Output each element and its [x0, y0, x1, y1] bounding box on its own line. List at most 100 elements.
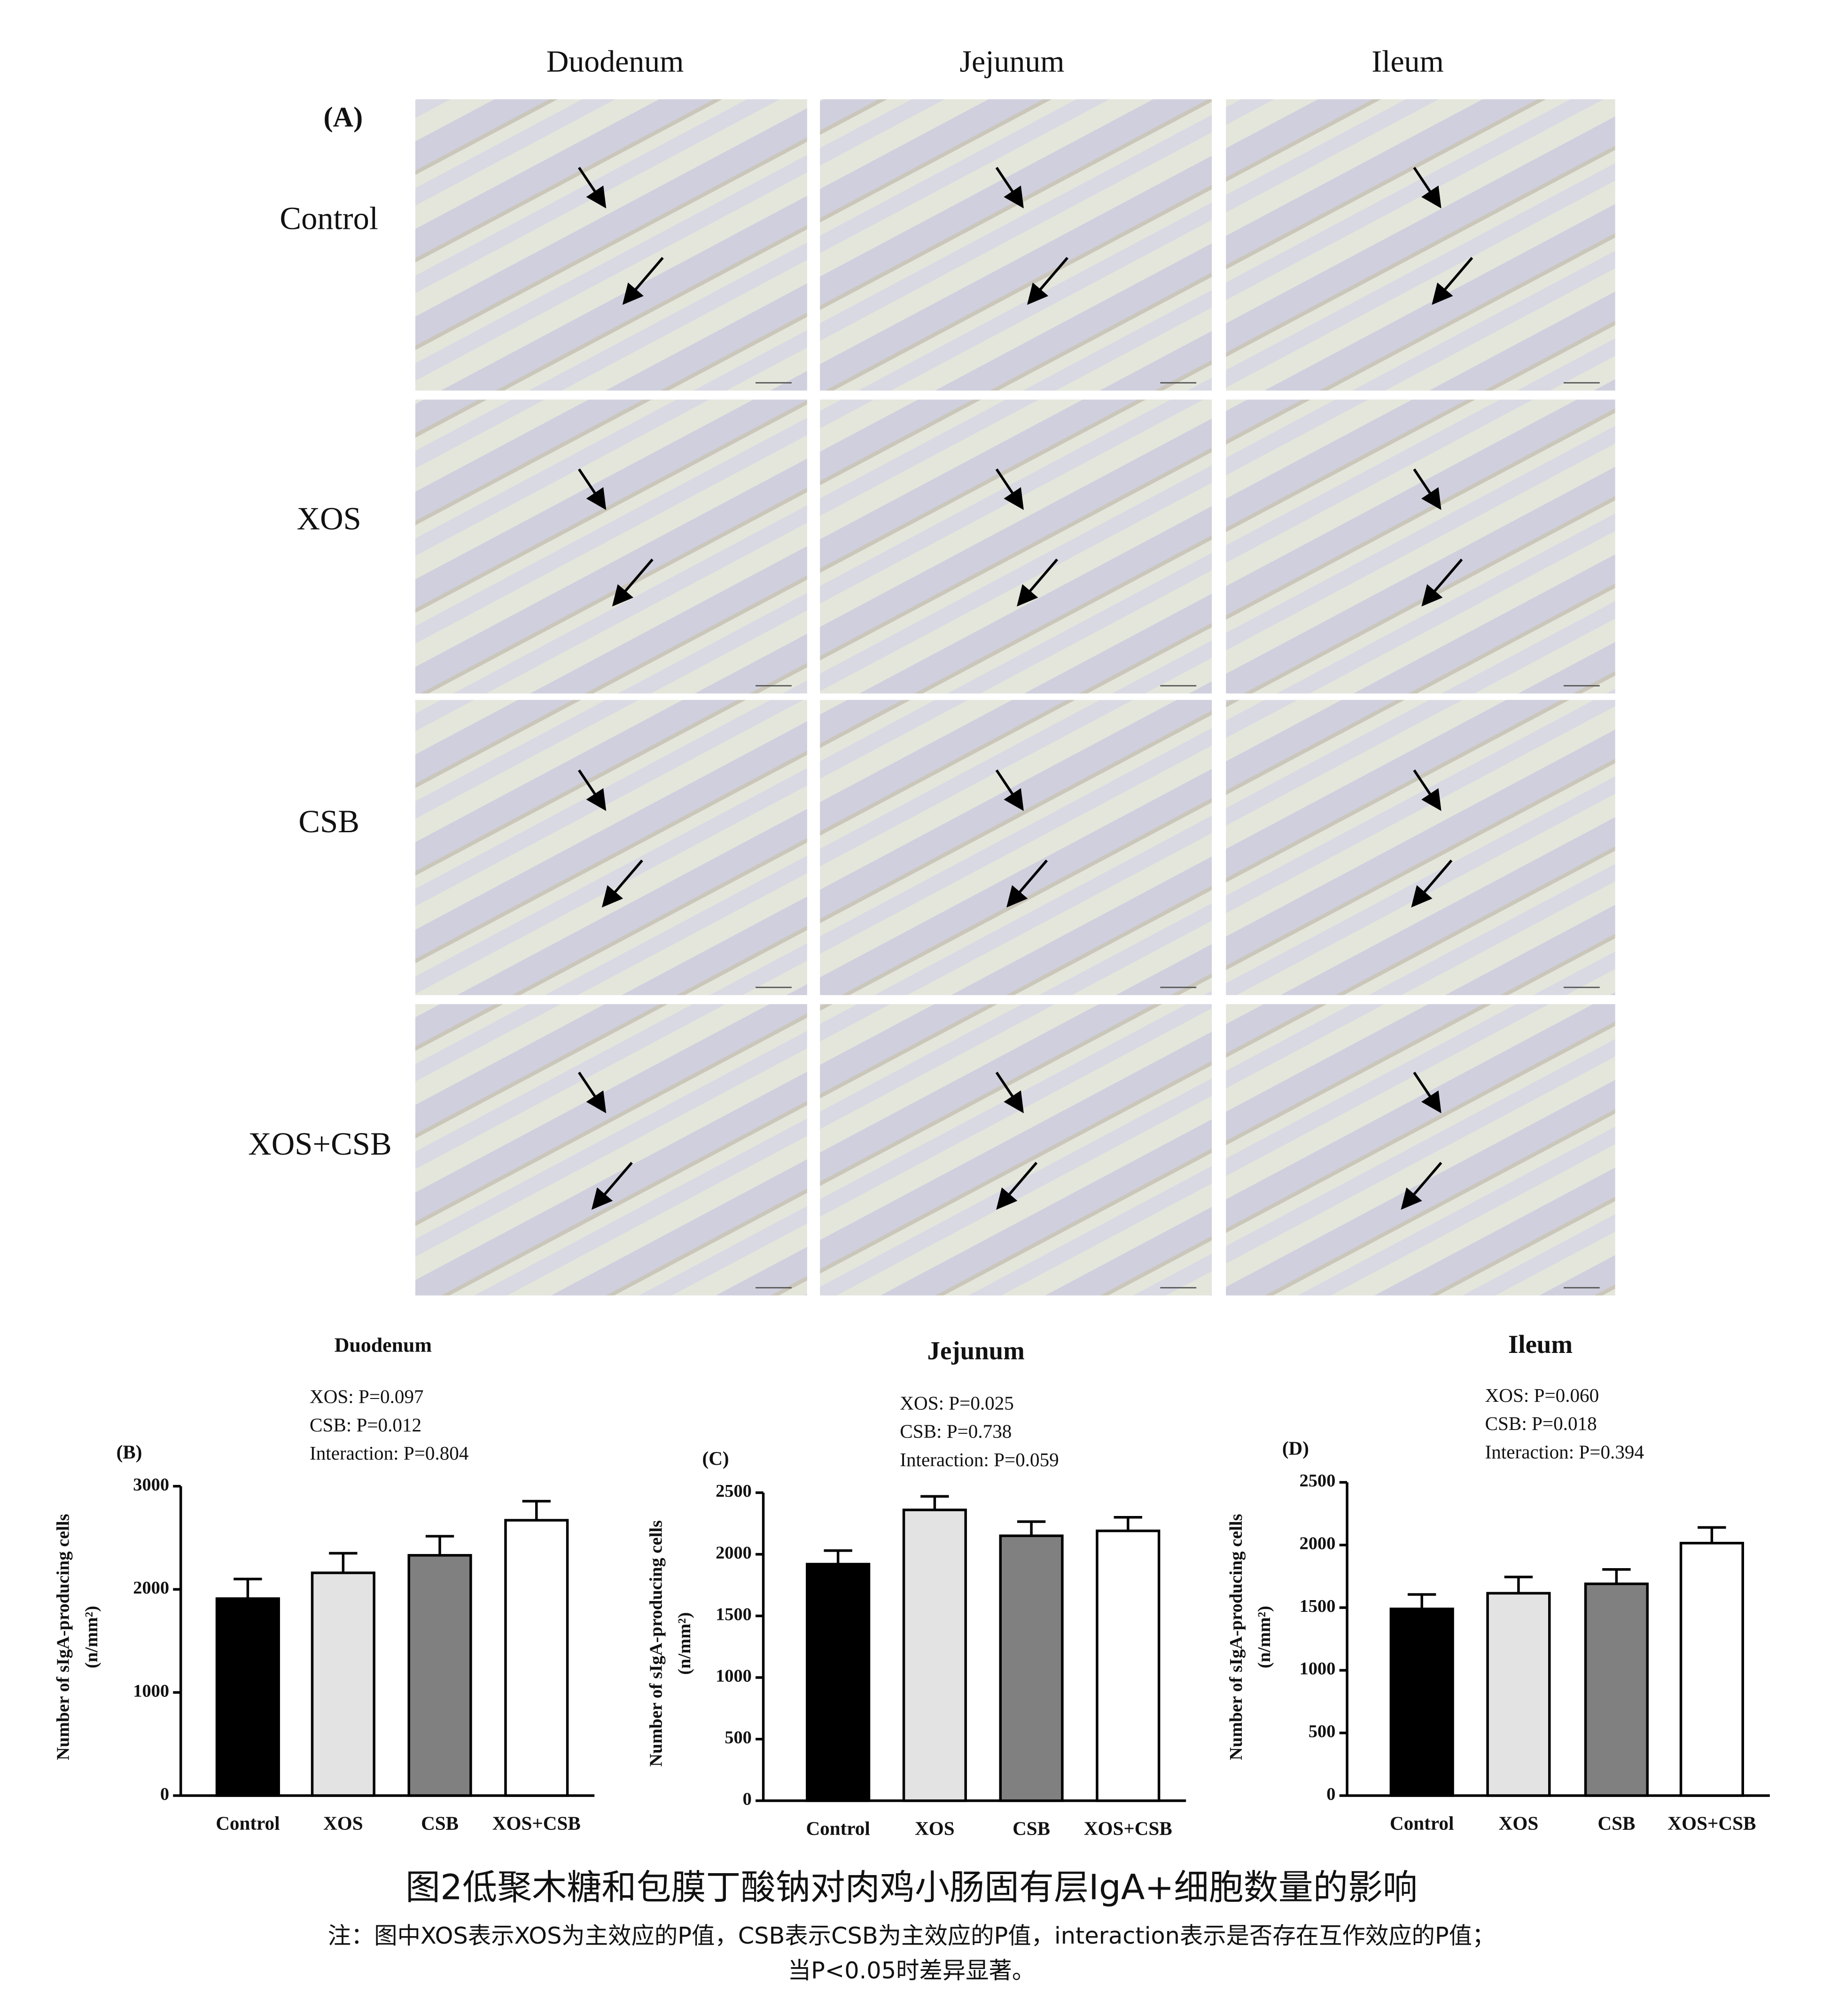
bar — [215, 1597, 280, 1797]
y-tick-label: 0 — [1326, 1784, 1335, 1804]
column-header: Jejunum — [959, 44, 1064, 78]
annotation: Interaction: P=0.394 — [1485, 1441, 1644, 1463]
y-tick-label: 0 — [743, 1789, 752, 1809]
caption-title: 图2低聚木糖和包膜丁酸钠对肉鸡小肠固有层IgA+细胞数量的影响 — [405, 1868, 1418, 1908]
arrow — [1027, 257, 1068, 305]
micrograph — [1226, 99, 1615, 391]
row-label: XOS — [297, 501, 361, 537]
y-tick-label: 0 — [160, 1784, 169, 1804]
x-tick-label: Control — [806, 1817, 870, 1839]
x-tick-label: CSB — [421, 1812, 459, 1834]
micrograph — [415, 700, 807, 995]
annotation: CSB: P=0.738 — [900, 1421, 1012, 1442]
annotation: CSB: P=0.018 — [1485, 1413, 1597, 1434]
bar — [407, 1554, 472, 1797]
y-tick-label: 1000 — [1300, 1659, 1336, 1679]
x-tick-label: XOS+CSB — [492, 1812, 581, 1834]
arrow — [1413, 769, 1441, 811]
y-tick-label: 2000 — [133, 1578, 169, 1598]
column-header: Duodenum — [546, 44, 684, 78]
chart-title: Ileum — [1508, 1330, 1573, 1359]
chart-title: Jejunum — [927, 1336, 1025, 1365]
arrow — [578, 468, 607, 510]
x-tick-label: XOS+CSB — [1667, 1812, 1756, 1834]
y-axis-label: (n/mm²) — [1254, 1606, 1274, 1668]
annotation: XOS: P=0.025 — [900, 1392, 1014, 1414]
micrograph — [1226, 1004, 1615, 1296]
arrow — [1017, 558, 1059, 607]
y-tick-label: 1000 — [133, 1681, 169, 1701]
x-tick-label: Control — [1390, 1812, 1454, 1834]
arrow — [1432, 257, 1473, 305]
arrow — [612, 558, 654, 607]
micrograph — [415, 1004, 807, 1296]
y-axis-label: (n/mm²) — [82, 1606, 101, 1668]
micrograph — [1226, 700, 1615, 995]
bar — [999, 1534, 1064, 1802]
arrow — [1411, 860, 1453, 908]
arrow — [1413, 468, 1441, 510]
arrow — [578, 769, 607, 811]
x-tick-label: XOS+CSB — [1084, 1817, 1172, 1839]
arrow — [1421, 558, 1463, 607]
y-tick-label: 3000 — [133, 1475, 169, 1494]
arrow — [1413, 1071, 1441, 1114]
x-tick-label: XOS — [1499, 1812, 1539, 1834]
y-tick-label: 2000 — [716, 1543, 752, 1563]
annotation: CSB: P=0.012 — [310, 1414, 421, 1436]
bar — [1679, 1541, 1744, 1797]
bar — [806, 1563, 871, 1802]
caption-note: 注：图中XOS表示XOS为主效应的P值，CSB表示CSB为主效应的P值，inte… — [328, 1922, 1496, 1949]
bar — [1584, 1582, 1649, 1797]
micrograph — [820, 399, 1212, 694]
arrow — [1401, 1162, 1442, 1210]
x-tick-label: XOS — [915, 1817, 955, 1839]
y-tick-label: 2000 — [1300, 1534, 1336, 1554]
arrow — [622, 257, 664, 305]
arrow — [578, 1071, 607, 1114]
bar — [311, 1571, 375, 1797]
x-tick-label: CSB — [1013, 1817, 1050, 1839]
x-tick-label: Control — [216, 1812, 280, 1834]
arrow — [995, 468, 1024, 510]
bar — [504, 1519, 569, 1797]
chart-title: Duodenum — [335, 1334, 432, 1356]
panel-label: (D) — [1282, 1437, 1309, 1459]
panel-label: (B) — [117, 1441, 142, 1463]
row-label: CSB — [298, 804, 359, 839]
micrograph — [820, 700, 1212, 995]
y-tick-label: 2500 — [716, 1481, 752, 1501]
row-label: XOS+CSB — [248, 1126, 391, 1162]
y-axis-label: (n/mm²) — [675, 1612, 694, 1675]
micrograph — [820, 1004, 1212, 1296]
bar — [1486, 1592, 1551, 1797]
arrow — [578, 167, 607, 209]
y-tick-label: 500 — [725, 1728, 752, 1748]
annotation: Interaction: P=0.804 — [310, 1442, 468, 1464]
annotation: Interaction: P=0.059 — [900, 1449, 1059, 1470]
arrow — [1006, 860, 1048, 908]
micrograph — [820, 99, 1212, 391]
annotation: XOS: P=0.097 — [310, 1386, 424, 1407]
bar — [1389, 1607, 1454, 1797]
arrow — [601, 860, 643, 908]
bar — [902, 1508, 967, 1802]
arrow — [995, 769, 1024, 811]
annotation: XOS: P=0.060 — [1485, 1384, 1599, 1406]
x-tick-label: CSB — [1597, 1812, 1635, 1834]
panel-label: (C) — [702, 1447, 729, 1469]
micrograph — [1226, 399, 1615, 694]
arrow — [995, 167, 1024, 209]
y-tick-label: 2500 — [1300, 1471, 1336, 1491]
column-header: Ileum — [1371, 44, 1444, 78]
y-tick-label: 1500 — [1300, 1596, 1336, 1616]
micrograph — [415, 399, 807, 694]
arrow — [591, 1162, 633, 1210]
y-axis-label: Number of sIgA-producing cells — [1226, 1514, 1246, 1760]
y-tick-label: 1500 — [716, 1604, 752, 1624]
arrow — [996, 1162, 1038, 1210]
y-axis-label: Number of sIgA-producing cells — [54, 1514, 73, 1760]
arrow — [1413, 167, 1441, 209]
panel-label: (A) — [323, 102, 363, 133]
